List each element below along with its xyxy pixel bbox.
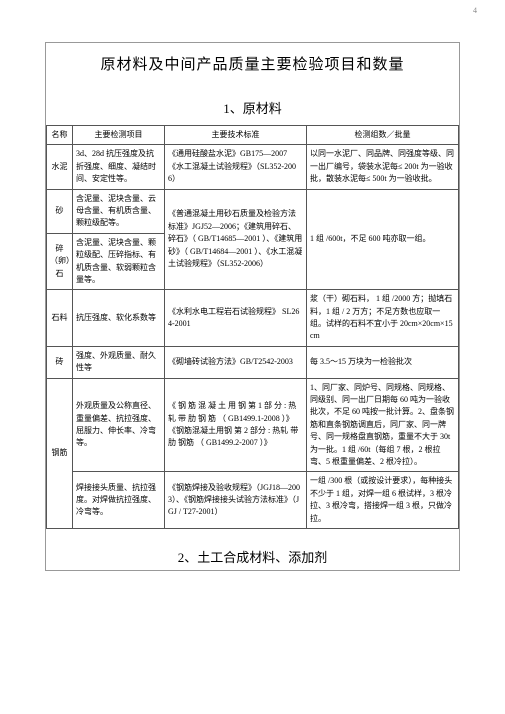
cell-inspect: 3d、28d 抗压强度及抗折强度、细度、凝结时间、安定性等。 [73, 145, 165, 189]
cell-name: 水泥 [47, 145, 73, 189]
cell-quantity: 1 组 /600t，不足 600 吨亦取一组。 [307, 189, 459, 290]
cell-quantity: 以同一水泥厂、同品牌、同强度等级、同一出厂编号，袋装水泥每≤ 200t 为一验收… [307, 145, 459, 189]
cell-inspect: 含泥量、泥块含量、颗粒级配、压碎指标、有机质含量、软弱颗粒含量等。 [73, 233, 165, 290]
cell-standard: 《钢筋焊接及验收规程》（JGJ18—2003）、《钢筋焊接接头试验方法标准》（J… [165, 472, 307, 529]
table-row: 钢筋 外观质量及公称直径、重量偏差、抗拉强度、屈服力、伸长率、冷弯等。 《 钢 … [47, 378, 459, 472]
header-inspect: 主要检测项目 [73, 126, 165, 145]
cell-quantity: 一组 /300 根（或按设计要求），每种接头不少于 1 组，对焊一组 6 根试样… [307, 472, 459, 529]
table-row: 水泥 3d、28d 抗压强度及抗折强度、细度、凝结时间、安定性等。 《通用硅酸盐… [47, 145, 459, 189]
cell-quantity: 浆（干）砌石料， 1 组 /2000 方；抛填石料，1 组 / 2 万方；不足方… [307, 290, 459, 347]
header-standard: 主要技术标准 [165, 126, 307, 145]
document-title: 原材料及中间产品质量主要检验项目和数量 [46, 43, 459, 80]
cell-name: 砂 [47, 189, 73, 233]
cell-quantity: 每 3.5～15 万块为一检验批次 [307, 346, 459, 378]
page-number: 4 [473, 6, 477, 15]
cell-standard: 《普通混凝土用砂石质量及检验方法标准》JGJ52—2006；《建筑用碎石、碎石》… [165, 189, 307, 290]
table-row: 石料 抗压强度、软化系数等 《水利水电工程岩石试验规程》 SL264-2001 … [47, 290, 459, 347]
section-2-heading: 2、土工合成材料、添加剂 [46, 529, 459, 570]
cell-inspect: 抗压强度、软化系数等 [73, 290, 165, 347]
header-name: 名称 [47, 126, 73, 145]
cell-standard: 《砌墙砖试验方法》GB/T2542-2003 [165, 346, 307, 378]
raw-materials-table: 名称 主要检测项目 主要技术标准 检测组数／批量 水泥 3d、28d 抗压强度及… [46, 125, 459, 529]
cell-inspect: 强度、外观质量、耐久性等 [73, 346, 165, 378]
cell-standard: 《 钢 筋 混 凝 土 用 钢 第 1 部 分 : 热轧 带 肋 钢 筋 （ G… [165, 378, 307, 472]
cell-quantity: 1、同厂家、同炉号、同规格、同规格、同级别、同一出厂日期每 60 吨为一验收批次… [307, 378, 459, 472]
cell-name: 石料 [47, 290, 73, 347]
table-row: 砖 强度、外观质量、耐久性等 《砌墙砖试验方法》GB/T2542-2003 每 … [47, 346, 459, 378]
cell-inspect: 外观质量及公称直径、重量偏差、抗拉强度、屈服力、伸长率、冷弯等。 [73, 378, 165, 472]
section-1-heading: 1、原材料 [46, 80, 459, 125]
table-header-row: 名称 主要检测项目 主要技术标准 检测组数／批量 [47, 126, 459, 145]
table-row: 焊接接头质量、抗拉强度。对焊做抗拉强度、冷弯等。 《钢筋焊接及验收规程》（JGJ… [47, 472, 459, 529]
header-quantity: 检测组数／批量 [307, 126, 459, 145]
cell-standard: 《水利水电工程岩石试验规程》 SL264-2001 [165, 290, 307, 347]
cell-inspect: 焊接接头质量、抗拉强度。对焊做抗拉强度、冷弯等。 [73, 472, 165, 529]
table-row: 砂 含泥量、泥块含量、云母含量、有机质含量、颗粒级配等。 《普通混凝土用砂石质量… [47, 189, 459, 233]
cell-name: 碎（卵）石 [47, 233, 73, 290]
cell-inspect: 含泥量、泥块含量、云母含量、有机质含量、颗粒级配等。 [73, 189, 165, 233]
cell-standard: 《通用硅酸盐水泥》GB175—2007《水工混凝土试验规程》（SL352-200… [165, 145, 307, 189]
cell-name: 钢筋 [47, 378, 73, 528]
cell-name: 砖 [47, 346, 73, 378]
page-frame: 原材料及中间产品质量主要检验项目和数量 1、原材料 名称 主要检测项目 主要技术… [45, 42, 460, 571]
